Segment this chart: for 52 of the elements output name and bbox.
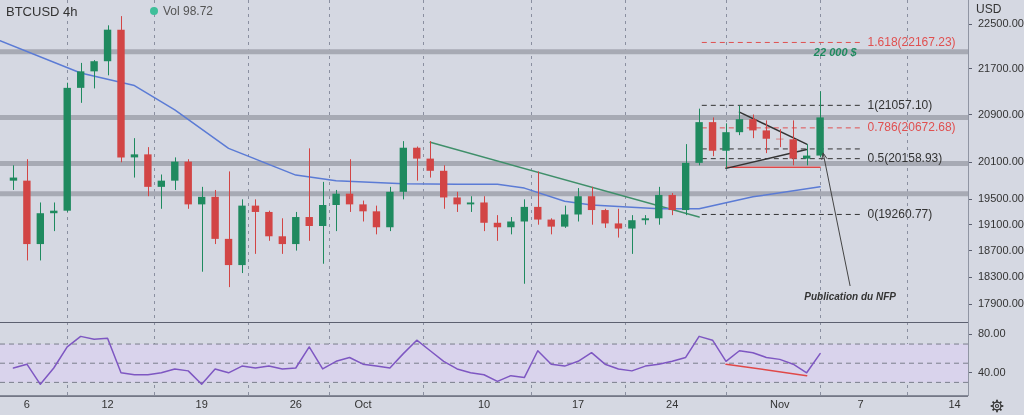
candlestick [695, 108, 703, 166]
x-tick-label: 6 [23, 398, 30, 411]
x-tick-label: Nov [770, 398, 791, 411]
candlestick [211, 189, 219, 245]
y-tick-label: 18700.00 [978, 243, 1024, 256]
x-tick-label: 7 [857, 398, 864, 411]
y-tick-label: 21700.00 [978, 61, 1024, 74]
x-tick-label: 10 [477, 398, 491, 411]
candlestick [90, 59, 98, 89]
annotation: Publication du NFP [804, 290, 897, 302]
y-tick-label: 40.00 [978, 365, 1006, 378]
y-tick-label: 22500.00 [978, 17, 1024, 30]
x-tick-label: Oct [354, 398, 372, 411]
candlestick [332, 189, 340, 232]
candlestick [722, 122, 730, 169]
candlestick [507, 216, 515, 235]
ref-line-label: 0.786(20672.68) [867, 120, 956, 135]
candlestick [238, 198, 246, 274]
x-tick-label: 17 [571, 398, 585, 411]
candlestick [480, 195, 488, 232]
y-tick-label: 19500.00 [978, 192, 1024, 205]
x-tick-label: 14 [948, 398, 961, 411]
candlestick [359, 200, 367, 222]
ref-line-label: 22 000 $ [812, 45, 858, 58]
candlestick [614, 208, 623, 239]
y-tick-label: 17900.00 [978, 297, 1024, 310]
x-tick-label: 12 [101, 398, 114, 411]
ref-line-label: 0(19260.77) [867, 206, 933, 221]
y-tick-label: 18300.00 [978, 270, 1024, 283]
ref-line-label: 1(21057.10) [867, 97, 933, 112]
y-tick-label: 19100.00 [978, 217, 1024, 230]
candlestick [265, 210, 273, 242]
ref-line-label: 0.5(20158.93) [867, 150, 943, 165]
candlestick [628, 214, 636, 255]
y-axis-title: USD [976, 2, 1002, 17]
candlestick [601, 208, 609, 229]
candlestick [749, 114, 757, 139]
ref-line-label: 1.618(22167.23) [867, 34, 956, 49]
candlestick [386, 186, 394, 232]
candlestick [117, 15, 125, 163]
x-tick-label: 24 [666, 398, 679, 411]
candlestick [144, 146, 152, 197]
candlestick [574, 187, 582, 222]
y-tick-label: 20100.00 [978, 155, 1024, 168]
candlestick [23, 158, 31, 261]
y-tick-label: 20900.00 [978, 107, 1024, 120]
x-tick-label: 19 [195, 398, 208, 411]
chart-title: BTCUSD 4h [6, 4, 78, 19]
candlestick [453, 191, 461, 213]
y-tick-label: 80.00 [978, 327, 1006, 340]
chart-subtitle: Vol 98.72 [163, 4, 214, 18]
x-tick-label: 26 [289, 398, 302, 411]
